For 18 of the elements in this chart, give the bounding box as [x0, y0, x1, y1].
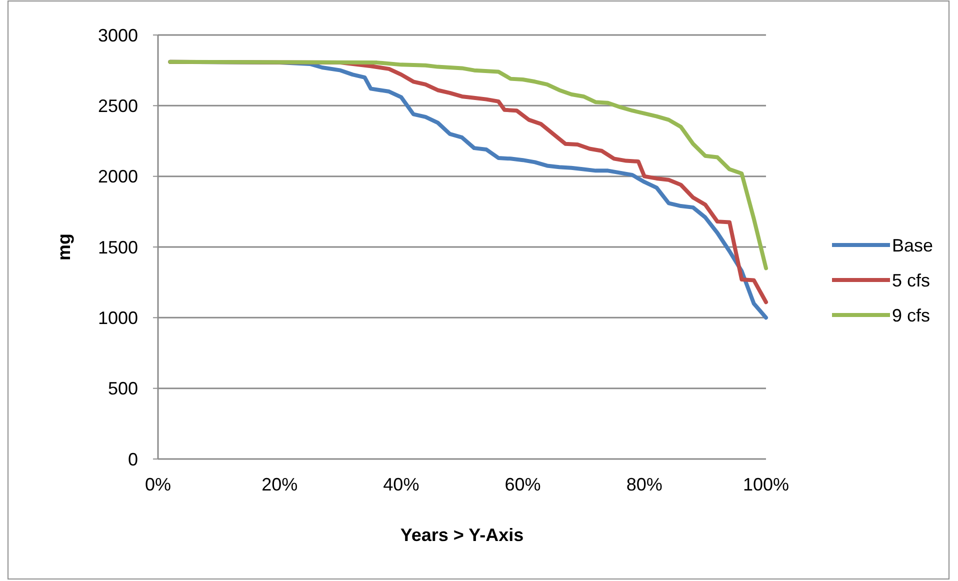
y-tick-label: 2000 — [98, 166, 138, 187]
legend-label: Base — [892, 235, 934, 256]
x-tick-label: 60% — [504, 474, 541, 494]
y-axis-title: mg — [54, 234, 74, 260]
x-tick-label: 80% — [626, 474, 662, 494]
x-tick-label: 20% — [262, 474, 298, 494]
y-tick-label: 500 — [108, 378, 138, 399]
y-tick-label: 0 — [128, 449, 138, 470]
x-tick-label: 40% — [383, 474, 420, 494]
y-tick-label: 1000 — [98, 308, 138, 328]
x-tick-label: 0% — [144, 474, 172, 494]
y-tick-label: 3000 — [98, 25, 138, 46]
y-tick-label: 2500 — [98, 96, 138, 116]
legend-label: 5 cfs — [892, 270, 930, 290]
y-tick-label: 1500 — [98, 237, 138, 258]
legend-label: 9 cfs — [892, 305, 930, 326]
x-axis-title: Years > Y-Axis — [400, 525, 524, 545]
x-tick-label: 100% — [742, 474, 790, 494]
